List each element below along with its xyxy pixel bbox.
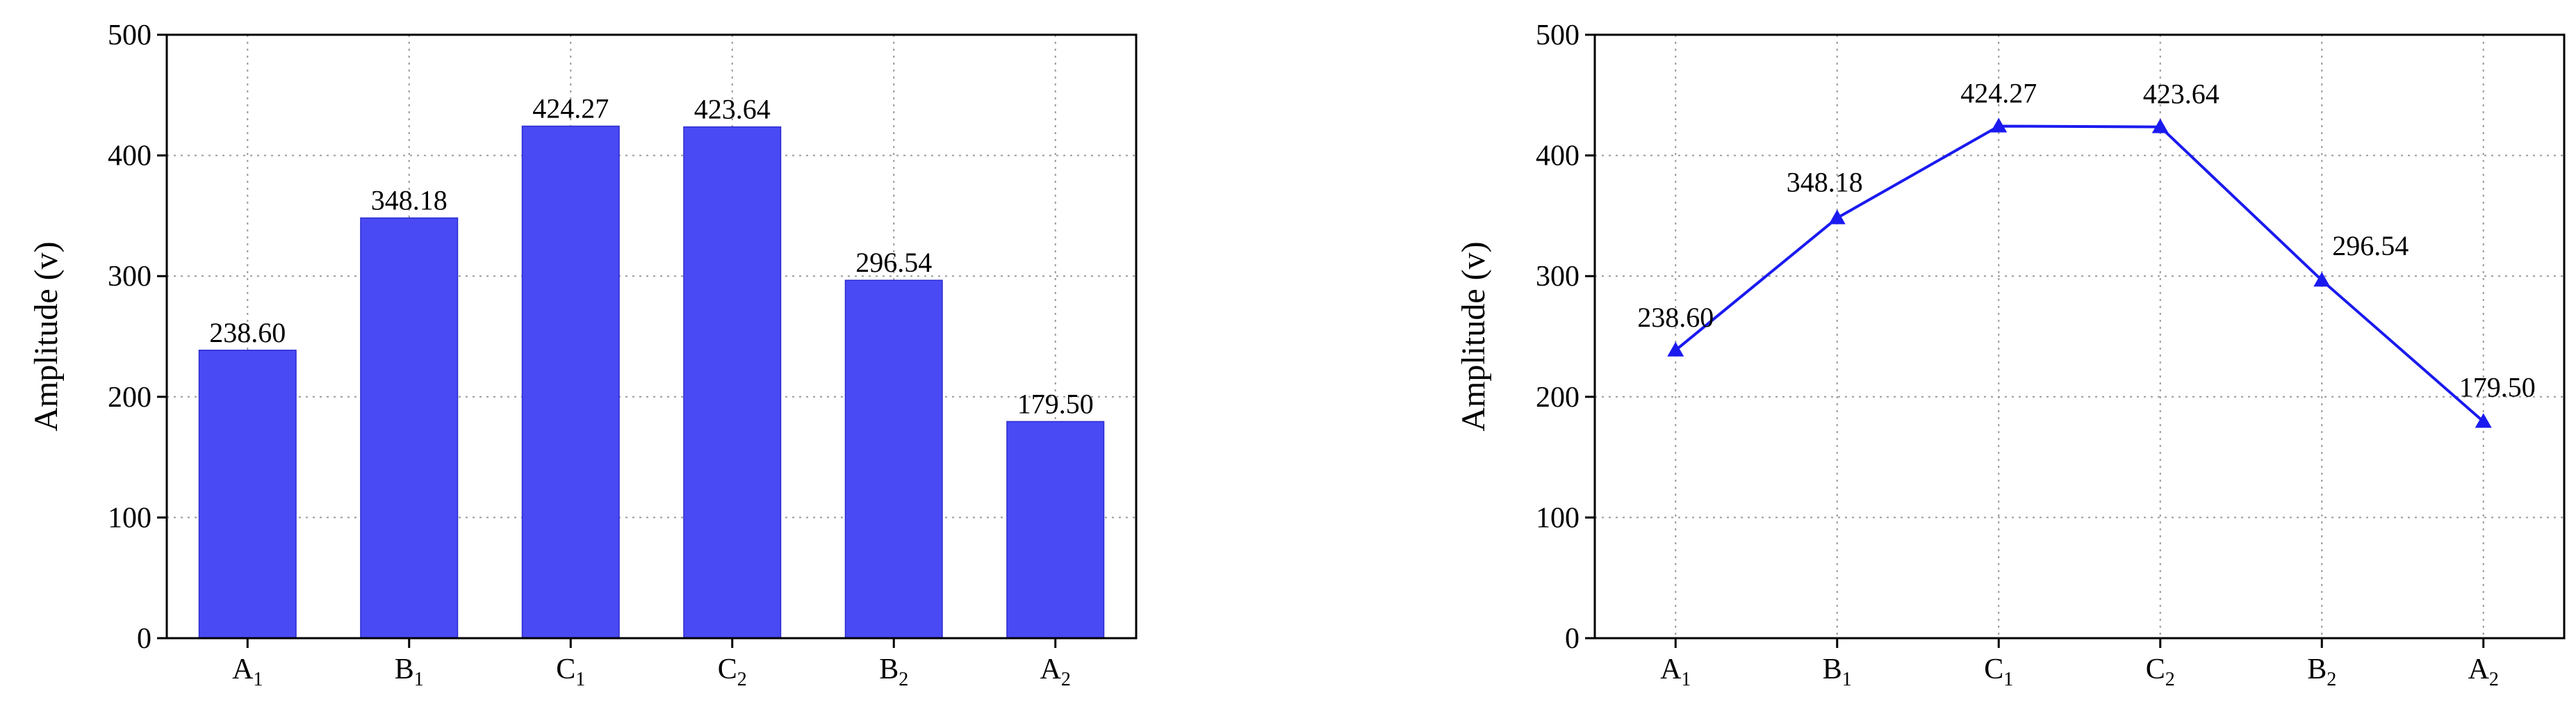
bar-C1 [521, 125, 620, 639]
data-label-B1: 348.18 [371, 185, 448, 216]
x-tick-label-A2: A2 [1040, 653, 1071, 690]
y-tick-label: 500 [1536, 19, 1580, 51]
x-tick-label-C1: C1 [1984, 653, 2013, 690]
point-C1 [1990, 117, 2008, 133]
bar-A2 [1006, 421, 1105, 639]
y-tick-label: 200 [108, 382, 151, 414]
data-label-A1: 238.60 [209, 317, 286, 348]
x-tick-label-C2: C2 [2146, 653, 2175, 690]
y-tick-label: 0 [1565, 623, 1580, 655]
x-tick-label-C1: C1 [556, 653, 585, 690]
data-label-C1: 424.27 [532, 92, 609, 124]
point-A2 [2475, 413, 2492, 428]
y-axis-title: Amplitude (v) [28, 241, 65, 431]
point-B2 [2313, 272, 2331, 287]
data-label-B1: 348.18 [1787, 167, 1863, 198]
data-label-A1: 238.60 [1637, 302, 1714, 333]
y-axis-title: Amplitude (v) [1455, 241, 1492, 431]
x-tick-label-A1: A1 [232, 653, 263, 690]
line-chart-panel: 238.60 348.18 424.27 423.64 296.54 179.50 0 100… [1455, 19, 2566, 690]
y-tick-label: 100 [108, 502, 151, 534]
data-label-A2: 179.50 [1017, 388, 1094, 419]
bar-B1 [360, 217, 459, 639]
x-tick-label-A2: A2 [2468, 653, 2499, 690]
bar-B2 [844, 279, 943, 639]
point-A1 [1667, 341, 1684, 357]
point-C2 [2151, 118, 2169, 133]
y-tick-label: 400 [108, 140, 151, 172]
point-B1 [1828, 209, 1846, 225]
x-tick-label-B2: B2 [2307, 653, 2336, 690]
series-line [1674, 124, 2485, 423]
y-tick-label: 300 [108, 261, 151, 293]
data-label-B2: 296.54 [855, 247, 932, 278]
x-tick-label-B1: B1 [1823, 653, 1852, 690]
data-label-B2: 296.54 [2332, 230, 2409, 261]
y-tick-label: 400 [1536, 140, 1580, 172]
x-tick-label-B1: B1 [395, 653, 424, 690]
data-label-C2: 423.64 [694, 94, 771, 125]
plot-frame [1593, 33, 2566, 640]
y-tick-label: 0 [137, 623, 151, 655]
y-tick-label: 300 [1536, 261, 1580, 293]
x-tick-label-B2: B2 [879, 653, 908, 690]
data-label-C2: 423.64 [2143, 79, 2220, 110]
bar-A1 [198, 350, 297, 639]
bar-chart-panel: 238.60 348.18 424.27 423.64 296.54 179.50 0 100… [28, 19, 1138, 690]
y-tick-label: 100 [1536, 502, 1580, 534]
x-tick-label-C2: C2 [718, 653, 747, 690]
plot-frame [165, 33, 1138, 640]
data-label-C1: 424.27 [1960, 77, 2037, 108]
data-label-A2: 179.50 [2459, 371, 2536, 403]
y-tick-label: 200 [1536, 382, 1580, 414]
bar-C2 [683, 126, 782, 639]
x-tick-label-A1: A1 [1660, 653, 1691, 690]
y-tick-label: 500 [108, 19, 151, 51]
